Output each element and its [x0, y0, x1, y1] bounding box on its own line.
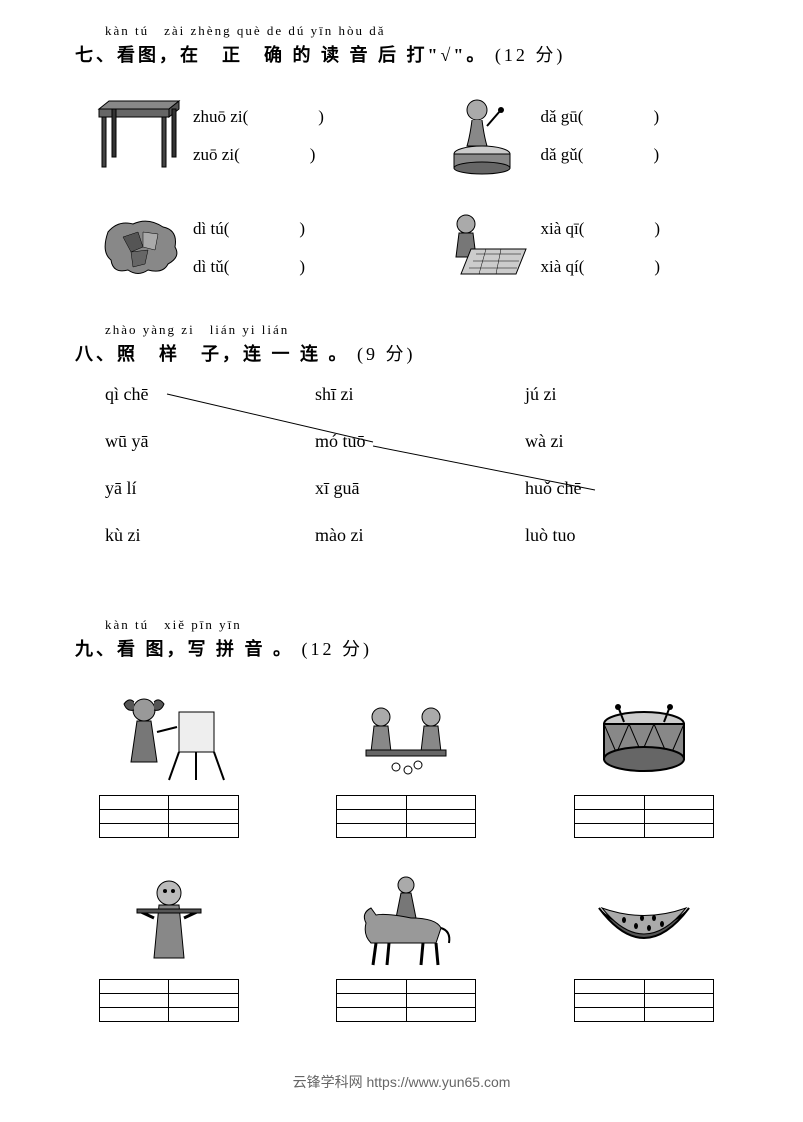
section-8-title: 八、照 样 子，连 一 连 。 (9 分)	[75, 340, 728, 366]
q7-option-1b: zuō zi()	[193, 145, 324, 165]
section-9-pinyin: kàn tú xiě pīn yīn	[105, 614, 728, 633]
map-icon	[93, 207, 185, 289]
q9-grid	[75, 679, 728, 1022]
q8-connection-lines	[75, 384, 728, 584]
section-8-header: zhào yàng zi lián yi lián 八、照 样 子，连 一 连 …	[75, 319, 728, 366]
table-icon	[93, 95, 185, 177]
q7-option-3a: dì tú()	[193, 219, 305, 239]
q8-word: mó tuō	[315, 431, 366, 452]
q9-item-4	[85, 873, 253, 1022]
q7-item-3: dì tú() dì tǔ()	[93, 207, 381, 289]
section-8-title-text: 八、照 样 子，连 一 连 。	[75, 344, 350, 364]
q7-option-4a: xià qī()	[541, 219, 661, 239]
watermark: 云锋学科网 https://www.yun65.com	[0, 1072, 803, 1092]
old-man-flute-icon	[104, 873, 234, 973]
q9-item-1	[85, 689, 253, 838]
q7-option-2a: dǎ gū()	[541, 107, 660, 127]
q8-word: wū yā	[105, 431, 149, 452]
q9-item-3	[560, 689, 728, 838]
q8-word: shī zi	[315, 384, 366, 405]
section-7-pinyin: kàn tú zài zhèng què de dú yīn hòu dǎ	[105, 20, 728, 39]
watermelon-icon	[579, 873, 709, 973]
q9-answer-grid	[99, 795, 239, 838]
q7-item-4: xià qī() xià qí()	[441, 207, 729, 289]
section-7: kàn tú zài zhèng què de dú yīn hòu dǎ 七、…	[75, 20, 728, 289]
section-9-title: 九、看 图，写 拼 音 。 (12 分)	[75, 635, 728, 661]
q9-item-6	[560, 873, 728, 1022]
drum-toy-icon	[579, 689, 709, 789]
section-7-title: 七、看图，在 正 确 的 读 音 后 打"√"。 (12 分)	[75, 41, 728, 67]
section-8-pinyin: zhào yàng zi lián yi lián	[105, 319, 728, 338]
q7-item-1: zhuō zi() zuō zi()	[93, 95, 381, 177]
q8-word: luò tuo	[525, 525, 581, 546]
q9-answer-grid	[336, 979, 476, 1022]
q8-col-b: shī zi mó tuō xī guā mào zi	[315, 384, 366, 546]
q7-options-2: dǎ gū() dǎ gǔ()	[541, 107, 660, 165]
q8-word: mào zi	[315, 525, 366, 546]
q8-word: wà zi	[525, 431, 581, 452]
q8-word: xī guā	[315, 478, 366, 499]
q8-word: kù zi	[105, 525, 149, 546]
horse-riding-icon	[341, 873, 471, 973]
q8-area: qì chē wū yā yā lí kù zi shī zi mó tuō x…	[75, 384, 728, 584]
section-8: zhào yàng zi lián yi lián 八、照 样 子，连 一 连 …	[75, 319, 728, 584]
section-7-points: (12 分)	[495, 45, 566, 65]
section-7-title-text: 七、看图，在 正 确 的 读 音 后 打"√"。	[75, 45, 487, 65]
section-8-points: (9 分)	[357, 344, 416, 364]
section-9-points: (12 分)	[302, 639, 373, 659]
q8-word: jú zi	[525, 384, 581, 405]
q7-options-1: zhuō zi() zuō zi()	[193, 107, 324, 165]
q9-answer-grid	[574, 795, 714, 838]
q8-word: huǒ chē	[525, 478, 581, 499]
drum-icon	[441, 95, 533, 177]
q7-options-3: dì tú() dì tǔ()	[193, 219, 305, 277]
q7-grid: zhuō zi() zuō zi() dǎ gū() dǎ gǔ()	[75, 85, 728, 289]
q7-item-2: dǎ gū() dǎ gǔ()	[441, 95, 729, 177]
q8-col-a: qì chē wū yā yā lí kù zi	[105, 384, 149, 546]
section-9-title-text: 九、看 图，写 拼 音 。	[75, 639, 294, 659]
section-7-header: kàn tú zài zhèng què de dú yīn hòu dǎ 七、…	[75, 20, 728, 67]
children-playing-icon	[341, 689, 471, 789]
q9-answer-grid	[336, 795, 476, 838]
q7-option-1a: zhuō zi()	[193, 107, 324, 127]
q7-option-3b: dì tǔ()	[193, 257, 305, 277]
q8-word: qì chē	[105, 384, 149, 405]
q8-col-c: jú zi wà zi huǒ chē luò tuo	[525, 384, 581, 546]
q9-answer-grid	[574, 979, 714, 1022]
chess-icon	[441, 207, 533, 289]
section-9-header: kàn tú xiě pīn yīn 九、看 图，写 拼 音 。 (12 分)	[75, 614, 728, 661]
q9-item-5	[323, 873, 491, 1022]
q9-answer-grid	[99, 979, 239, 1022]
q7-option-4b: xià qí()	[541, 257, 661, 277]
q8-word: yā lí	[105, 478, 149, 499]
q7-option-2b: dǎ gǔ()	[541, 145, 660, 165]
q9-item-2	[323, 689, 491, 838]
painting-icon	[104, 689, 234, 789]
section-9: kàn tú xiě pīn yīn 九、看 图，写 拼 音 。 (12 分)	[75, 614, 728, 1022]
q7-options-4: xià qī() xià qí()	[541, 219, 661, 277]
